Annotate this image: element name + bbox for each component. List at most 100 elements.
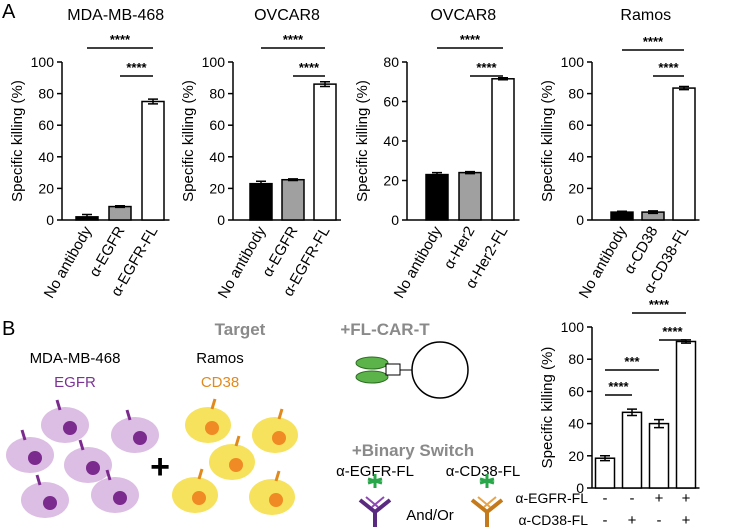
significance-label: ****	[299, 60, 320, 75]
condition-value: +	[655, 490, 664, 507]
antibody-egfr	[358, 474, 392, 527]
y-tick-label: 100	[561, 319, 585, 335]
y-axis-label: Specific killing (%)	[354, 80, 371, 202]
bar	[141, 100, 165, 221]
y-tick-label: 100	[31, 54, 55, 70]
y-tick-label: 40	[209, 149, 225, 165]
significance-label: ****	[662, 324, 683, 339]
bar	[313, 83, 337, 221]
diagram-heading: +Binary Switch	[352, 441, 474, 460]
plus-sign: +	[150, 448, 170, 486]
cell-name: MDA-MB-468	[30, 350, 121, 367]
y-tick-label: 40	[383, 133, 399, 149]
chart-title: Ramos	[620, 7, 671, 24]
y-tick-label: 60	[383, 94, 399, 110]
y-tick-label: 80	[568, 351, 584, 367]
condition-value: +	[682, 512, 691, 529]
y-tick-label: 80	[38, 86, 54, 102]
y-tick-label: 20	[568, 180, 584, 196]
y-axis-label: Specific killing (%)	[9, 80, 26, 202]
y-tick-label: 100	[202, 54, 226, 70]
chart-title: MDA-MB-468	[67, 7, 164, 24]
condition-value: -	[603, 512, 608, 529]
error-bar	[148, 98, 158, 105]
switch-name: α-EGFR-FL	[336, 463, 414, 480]
y-tick-label: 80	[568, 86, 584, 102]
bar	[249, 182, 273, 221]
significance-label: ****	[476, 60, 497, 75]
panel-label: B	[2, 318, 15, 340]
error-bar	[320, 81, 330, 88]
x-tick-label: No antibody	[576, 223, 631, 301]
y-tick-label: 40	[568, 416, 584, 432]
condition-value: -	[603, 490, 608, 507]
condition-value: +	[628, 512, 637, 529]
bar	[281, 178, 305, 221]
significance-label: ****	[649, 297, 670, 312]
condition-name: α-EGFR-FL	[515, 490, 588, 506]
y-tick-label: 80	[383, 54, 399, 70]
y-tick-label: 0	[391, 212, 399, 228]
condition-name: α-CD38-FL	[518, 512, 588, 528]
x-tick-label: No antibody	[41, 223, 96, 301]
significance-label: ****	[608, 379, 629, 394]
error-bar	[654, 418, 664, 429]
bar	[672, 87, 696, 221]
error-bar	[648, 210, 658, 215]
error-bar	[82, 213, 92, 220]
y-tick-label: 20	[38, 180, 54, 196]
x-tick-label: No antibody	[215, 223, 270, 301]
error-bar	[617, 210, 627, 214]
y-tick-label: 0	[46, 212, 54, 228]
diagram: Target MDA-MB-468 EGFR Ramos CD38 + +FL-…	[6, 320, 520, 527]
error-bar	[600, 455, 610, 462]
condition-value: +	[682, 490, 691, 507]
significance-label: ***	[624, 354, 640, 369]
y-axis-label: Specific killing (%)	[539, 80, 556, 202]
cell-name: Ramos	[196, 350, 244, 367]
bar	[648, 422, 670, 489]
cd38-cells	[172, 398, 298, 515]
antibody-cd38	[470, 474, 504, 527]
diagram-heading: Target	[215, 320, 266, 339]
and-or: And/Or	[406, 507, 454, 524]
y-tick-label: 20	[383, 173, 399, 189]
error-bar	[498, 77, 508, 81]
y-tick-label: 100	[561, 54, 585, 70]
chart-title: OVCAR8	[430, 7, 496, 24]
y-axis-label: Specific killing (%)	[180, 80, 197, 202]
condition-value: -	[657, 512, 662, 529]
bar	[458, 171, 482, 221]
antigen-name: CD38	[201, 374, 239, 391]
significance-label: ****	[110, 32, 131, 47]
y-tick-label: 0	[576, 212, 584, 228]
y-tick-label: 80	[209, 86, 225, 102]
bar	[425, 173, 449, 221]
significance-label: ****	[283, 32, 304, 47]
bar	[675, 340, 697, 489]
error-bar	[288, 178, 298, 182]
y-tick-label: 60	[38, 117, 54, 133]
switch-name: α-CD38-FL	[446, 463, 521, 480]
y-tick-label: 60	[568, 383, 584, 399]
bar	[108, 205, 132, 221]
panel-label: A	[2, 1, 16, 23]
error-bar	[256, 180, 266, 187]
significance-label: ****	[658, 60, 679, 75]
car-t-cell	[355, 341, 469, 399]
bar	[491, 78, 515, 221]
significance-label: ****	[643, 34, 664, 49]
y-tick-label: 60	[209, 117, 225, 133]
egfr-cells	[6, 399, 159, 518]
y-tick-label: 20	[209, 180, 225, 196]
y-tick-label: 0	[217, 212, 225, 228]
y-tick-label: 0	[576, 480, 584, 496]
error-bar	[679, 85, 689, 91]
error-bar	[432, 171, 442, 178]
significance-label: ****	[126, 60, 147, 75]
bar	[621, 411, 643, 489]
chart-title: OVCAR8	[254, 7, 320, 24]
y-tick-label: 20	[568, 448, 584, 464]
y-tick-label: 60	[568, 117, 584, 133]
